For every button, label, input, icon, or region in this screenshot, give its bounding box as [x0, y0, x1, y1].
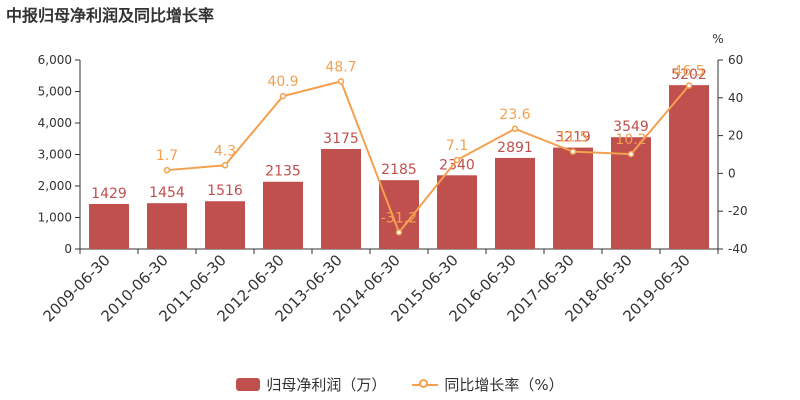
bar-value-label: 1429 [91, 186, 127, 202]
growth-value-label: 40.9 [267, 74, 298, 90]
y-right-unit: % [712, 32, 723, 46]
bar-value-label: 1454 [149, 185, 185, 201]
growth-value-label: 7.1 [446, 138, 468, 154]
legend: 归母净利润（万） 同比增长率（%） [0, 372, 800, 396]
bar-value-label: 2185 [381, 162, 417, 178]
y-right-tick-label: 0 [728, 166, 736, 180]
growth-value-label: 4.3 [214, 143, 236, 159]
growth-value-label: 11.5 [557, 130, 588, 146]
y-left-tick-label: 5,000 [38, 85, 72, 99]
growth-point [221, 162, 229, 169]
growth-point [279, 92, 287, 100]
bar-value-label: 1516 [207, 183, 243, 199]
growth-value-label: 1.7 [156, 148, 178, 164]
bar-value-label: 2135 [265, 164, 301, 180]
growth-point [685, 82, 693, 89]
bar [147, 203, 187, 249]
bar-value-label: 2891 [497, 140, 533, 156]
growth-value-label: 46.5 [673, 64, 704, 80]
growth-point [511, 125, 519, 133]
y-left-tick-label: 1,000 [38, 211, 72, 225]
bar [263, 181, 303, 249]
bar [437, 175, 477, 249]
bar-value-label: 2340 [439, 157, 475, 173]
growth-point [163, 166, 171, 174]
y-right-tick-label: 60 [728, 53, 743, 67]
bar-value-label: 3219 [555, 130, 591, 146]
growth-point [569, 148, 577, 155]
legend-item-profit[interactable]: 归母净利润（万） [236, 374, 386, 395]
y-left-tick-label: 4,000 [38, 116, 72, 130]
bar-value-label: 3175 [323, 131, 359, 147]
growth-value-label: 23.6 [499, 107, 530, 123]
growth-point [337, 78, 345, 85]
legend-label-profit: 归母净利润（万） [266, 375, 387, 394]
growth-value-label: 48.7 [325, 59, 356, 75]
chart-title: 中报归母净利润及同比增长率 [6, 6, 215, 25]
growth-line [166, 80, 690, 235]
growth-value-label: 10.2 [615, 132, 646, 148]
growth-point [395, 229, 403, 236]
y-left-tick-label: 6,000 [38, 53, 72, 67]
bar [669, 85, 709, 250]
bar [321, 148, 361, 249]
chart: 0 1,000 2,000 3,000 4,000 5,000 6,000 -40 -20 0 20… [38, 32, 748, 325]
legend-label-growth: 同比增长率（%） [444, 375, 564, 394]
legend-item-growth[interactable]: 同比增长率（%） [412, 374, 564, 395]
y-right-tick-label: -20 [728, 204, 748, 218]
legend-bar-swatch [236, 377, 261, 391]
y-right-tick-label: -40 [728, 242, 748, 256]
y-left-tick-label: 3,000 [38, 148, 72, 162]
growth-point [627, 150, 635, 158]
y-right-tick-label: 40 [728, 91, 743, 105]
y-right-tick-label: 20 [728, 129, 743, 143]
y-left-tick-label: 2,000 [38, 179, 72, 193]
bar-value-label: 5202 [671, 67, 707, 83]
bar [89, 203, 129, 249]
legend-line-swatch [412, 377, 439, 391]
growth-point [453, 156, 461, 164]
growth-value-label: -31.2 [381, 210, 417, 226]
bar [553, 147, 593, 249]
y-left-tick-label: 0 [64, 242, 72, 256]
bar [495, 157, 535, 249]
bar [205, 201, 245, 249]
bar-value-label: 3549 [613, 119, 649, 135]
